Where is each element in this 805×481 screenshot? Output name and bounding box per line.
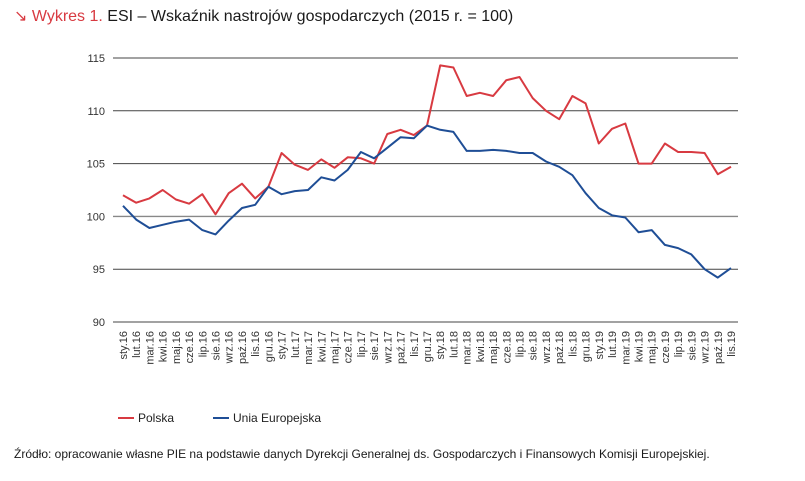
x-tick-label: lip.17: [356, 331, 368, 357]
y-tick-label: 95: [93, 264, 105, 276]
x-tick-label: lut.18: [448, 331, 460, 358]
x-tick-label: kwi.17: [316, 331, 328, 362]
x-tick-label: wrz.19: [700, 331, 712, 364]
chart-number: ↘ Wykres 1.: [14, 8, 103, 25]
x-tick-label: lis.19: [726, 331, 738, 357]
x-tick-label: cze.19: [660, 331, 672, 363]
y-tick-label: 110: [87, 106, 105, 118]
x-tick-label: lis.16: [250, 331, 262, 357]
x-tick-label: paź.19: [713, 331, 725, 364]
x-tick-label: sty.16: [118, 331, 130, 360]
y-tick-label: 90: [93, 317, 105, 329]
legend-label: Polska: [138, 411, 174, 425]
legend-label: Unia Europejska: [233, 411, 321, 425]
x-tick-label: maj.16: [171, 331, 183, 364]
x-tick-label: mar.17: [303, 331, 315, 365]
x-tick-label: kwi.16: [158, 331, 170, 362]
x-tick-label: cze.18: [501, 331, 513, 363]
x-tick-label: sty.17: [277, 331, 289, 360]
x-tick-label: sie.18: [528, 331, 540, 360]
x-tick-label: lut.17: [290, 331, 302, 358]
x-tick-label: sie.17: [369, 331, 381, 360]
x-tick-label: sty.19: [594, 331, 606, 360]
x-tick-label: kwi.19: [633, 331, 645, 362]
chart-title-text: ESI – Wskaźnik nastrojów gospodarczych (…: [102, 8, 514, 25]
x-tick-label: paź.18: [554, 331, 566, 364]
y-tick-label: 105: [87, 159, 105, 171]
x-tick-label: paź.16: [237, 331, 249, 364]
series-line-unia-europejska: [122, 124, 732, 279]
x-tick-label: gru.16: [263, 331, 275, 362]
x-tick-label: lis.18: [567, 331, 579, 357]
x-tick-label: mar.16: [144, 331, 156, 365]
x-tick-label: mar.19: [620, 331, 632, 365]
x-tick-label: lip.16: [197, 331, 209, 357]
x-tick-label: lis.17: [409, 331, 421, 357]
x-tick-label: sie.19: [686, 331, 698, 360]
x-tick-label: maj.19: [647, 331, 659, 364]
x-tick-label: maj.17: [329, 331, 341, 364]
x-tick-label: lut.16: [131, 331, 143, 358]
source-note: Źródło: opracowanie własne PIE na podsta…: [14, 447, 710, 461]
x-tick-label: lip.19: [673, 331, 685, 357]
x-tick-label: sty.18: [435, 331, 447, 360]
x-tick-label: lut.19: [607, 331, 619, 358]
x-tick-label: paź.17: [396, 331, 408, 364]
x-tick-label: cze.16: [184, 331, 196, 363]
x-tick-label: wrz.18: [541, 331, 553, 364]
series-line-polska: [122, 64, 732, 216]
x-tick-label: sie.16: [211, 331, 223, 360]
x-tick-label: gru.17: [422, 331, 434, 362]
x-tick-label: mar.18: [462, 331, 474, 365]
x-tick-label: wrz.17: [382, 331, 394, 364]
x-tick-label: lip.18: [515, 331, 527, 357]
x-tick-label: kwi.18: [475, 331, 487, 362]
x-tick-label: cze.17: [343, 331, 355, 363]
y-tick-label: 115: [87, 53, 105, 65]
chart-title: ↘ Wykres 1. ESI – Wskaźnik nastrojów gos…: [14, 6, 513, 26]
x-tick-label: wrz.16: [224, 331, 236, 364]
y-tick-label: 100: [87, 211, 105, 223]
x-tick-label: gru.18: [581, 331, 593, 362]
x-tick-label: maj.18: [488, 331, 500, 364]
